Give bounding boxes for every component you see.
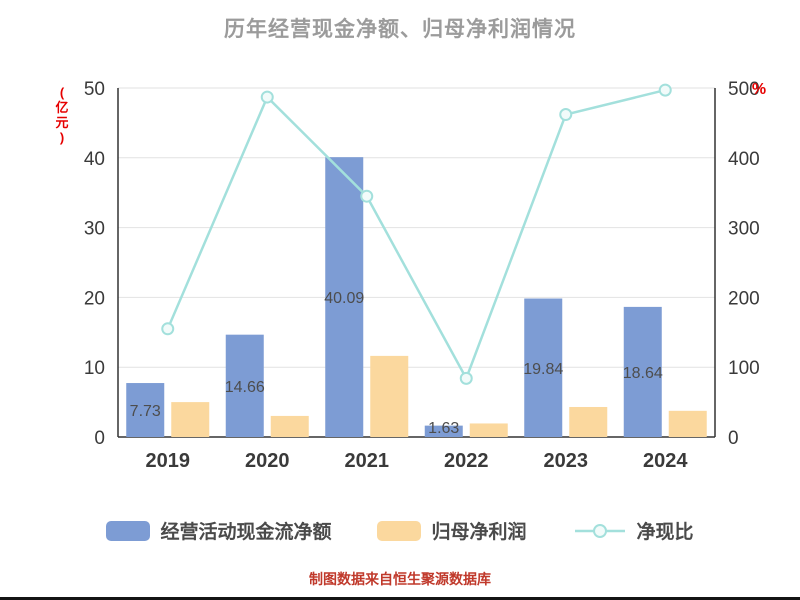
legend-swatch-operating-cashflow (106, 520, 151, 541)
svg-text:元: 元 (55, 115, 68, 130)
legend-item-operating-cashflow[interactable]: 经营活动现金流净额 (106, 517, 331, 544)
line-series-legend-icon (574, 523, 625, 538)
bottom-border (0, 597, 800, 600)
svg-text:19.84: 19.84 (523, 361, 563, 378)
right-axis-unit: % (752, 81, 766, 98)
legend-swatch-net-profit (377, 520, 422, 541)
line-marker (161, 322, 175, 336)
left-axis-ticks: 0 10 20 30 40 50 (84, 79, 105, 449)
svg-text:40: 40 (84, 149, 105, 170)
left-axis-unit: (亿元) (55, 85, 68, 145)
svg-text:2021: 2021 (345, 450, 390, 472)
svg-text:%: % (752, 81, 766, 98)
svg-text:50: 50 (84, 79, 105, 100)
svg-text:18.64: 18.64 (623, 365, 663, 382)
svg-text:0: 0 (728, 428, 739, 449)
axes (117, 88, 716, 438)
line-marker (360, 189, 374, 203)
svg-text:14.66: 14.66 (225, 379, 265, 396)
legend-item-net-profit[interactable]: 归母净利润 (377, 517, 527, 544)
line-marker (260, 90, 274, 104)
svg-text:2024: 2024 (643, 450, 688, 472)
line-marker (559, 108, 573, 122)
bar-value-labels: 7.73 14.66 40.09 1.63 19.84 18.64 (130, 290, 663, 437)
svg-text:100: 100 (728, 358, 760, 379)
legend-item-net-cash-ratio[interactable]: 净现比 (573, 517, 694, 544)
svg-text:2023: 2023 (544, 450, 589, 472)
bars-net-profit[interactable] (171, 355, 707, 437)
legend: 经营活动现金流净额 归母净利润 净现比 (0, 517, 800, 544)
svg-text:300: 300 (728, 219, 760, 240)
svg-text:2019: 2019 (146, 450, 191, 472)
data-source-note: 制图数据来自恒生聚源数据库 (309, 571, 491, 587)
svg-text:20: 20 (84, 288, 105, 309)
svg-text:(: ( (60, 85, 65, 100)
svg-text:400: 400 (728, 149, 760, 170)
legend-label-net-cash-ratio: 净现比 (636, 522, 694, 543)
svg-text:7.73: 7.73 (130, 403, 161, 420)
svg-text:30: 30 (84, 219, 105, 240)
svg-text:): ) (60, 130, 64, 145)
svg-text:2022: 2022 (444, 450, 489, 472)
x-axis-labels: 2019 2020 2021 2022 2023 2024 (146, 450, 689, 472)
svg-text:1.63: 1.63 (428, 420, 459, 437)
svg-text:500: 500 (728, 79, 760, 100)
right-axis-ticks: 0 100 200 300 400 500 (728, 79, 760, 449)
svg-text:40.09: 40.09 (324, 290, 364, 307)
svg-text:2020: 2020 (245, 450, 290, 472)
chart-title: 历年经营现金净额、归母净利润情况 (224, 18, 576, 41)
svg-text:10: 10 (84, 358, 105, 379)
svg-text:亿: 亿 (55, 100, 68, 115)
line-marker (658, 83, 672, 97)
legend-label-net-profit: 归母净利润 (431, 522, 527, 543)
gridlines (118, 87, 715, 368)
bars-operating-cashflow[interactable] (126, 157, 662, 437)
svg-text:0: 0 (94, 428, 105, 449)
legend-label-operating-cashflow: 经营活动现金流净额 (160, 522, 332, 543)
line-marker (459, 371, 473, 385)
svg-text:200: 200 (728, 288, 760, 309)
line-net-cash-ratio[interactable] (161, 83, 672, 385)
